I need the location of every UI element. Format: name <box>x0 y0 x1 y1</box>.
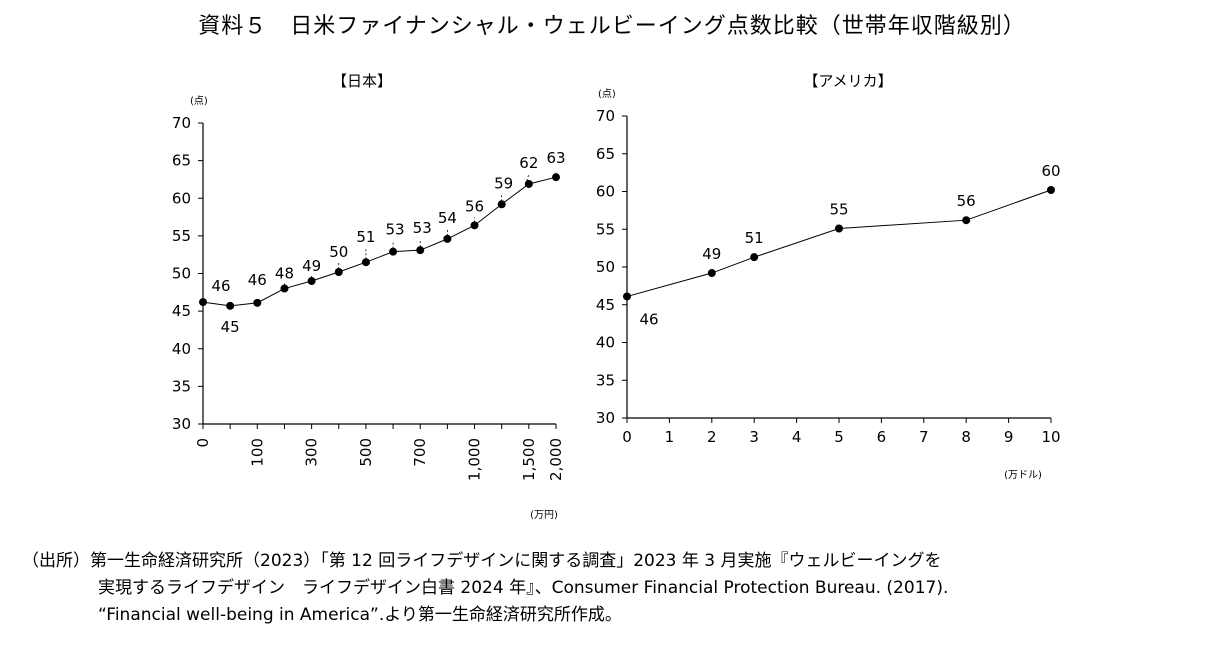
us-x-tick-label: 9 <box>1004 428 1014 446</box>
japan-y-tick-label: 65 <box>172 152 191 170</box>
japan-data-label: 46 <box>248 271 267 289</box>
japan-x-tick-label: 0 <box>194 438 212 448</box>
japan-data-label: 49 <box>302 257 321 275</box>
japan-data-label: 51 <box>356 228 375 246</box>
japan-data-label: 62 <box>519 154 538 172</box>
japan-data-point <box>334 267 343 276</box>
japan-data-point <box>199 298 207 307</box>
us-x-unit: (万ドル) <box>1004 470 1042 481</box>
us-y-tick-label: 30 <box>596 409 615 427</box>
us-data-label: 56 <box>957 192 976 210</box>
japan-y-unit: (点) <box>190 95 208 107</box>
us-data-point <box>1047 185 1055 194</box>
japan-data-label: 54 <box>438 209 457 227</box>
japan-y-tick-label: 60 <box>172 189 191 207</box>
japan-data-point <box>307 277 316 286</box>
us-y-tick-label: 50 <box>596 258 615 276</box>
japan-y-tick-label: 55 <box>172 227 191 245</box>
source-note: （出所）第一生命経済研究所（2023）「第 12 回ライフデザインに関する調査」… <box>22 548 1217 629</box>
us-y-tick-label: 45 <box>596 296 615 314</box>
us-x-tick-label: 4 <box>792 428 802 446</box>
japan-data-label: 50 <box>329 243 348 261</box>
us-series-line <box>626 189 1052 297</box>
us-y-unit: (点) <box>598 88 616 100</box>
japan-x-tick-label: 2,000 <box>547 438 565 481</box>
japan-x-tick-label: 500 <box>357 438 375 467</box>
japan-y-tick-label: 35 <box>172 377 191 395</box>
japan-data-point <box>361 258 370 267</box>
japan-y-tick-label: 40 <box>172 340 191 358</box>
japan-data-label: 45 <box>221 318 240 336</box>
japan-data-label: 59 <box>494 174 513 192</box>
japan-x-unit: (万円) <box>530 510 558 521</box>
us-data-label: 46 <box>639 310 658 328</box>
japan-x-tick-label: 1,500 <box>520 438 538 481</box>
japan-data-label: 48 <box>275 265 294 283</box>
japan-data-point <box>497 200 506 209</box>
us-x-tick-label: 6 <box>877 428 887 446</box>
page-title: 資料５ 日米ファイナンシャル・ウェルビーイング点数比較（世帯年収階級別） <box>198 14 1026 39</box>
us-data-point <box>750 253 759 262</box>
us-data-label: 60 <box>1041 162 1060 180</box>
japan-data-point <box>226 301 235 310</box>
japan-data-point <box>389 247 398 256</box>
japan-data-label: 56 <box>465 197 484 215</box>
us-x-tick-label: 7 <box>919 428 929 446</box>
us-data-point <box>707 269 716 278</box>
japan-data-label: 53 <box>413 219 432 237</box>
source-line-1: （出所）第一生命経済研究所（2023）「第 12 回ライフデザインに関する調査」… <box>22 551 942 571</box>
us-y-tick-label: 55 <box>596 220 615 238</box>
us-x-tick-label: 0 <box>622 428 632 446</box>
japan-x-tick-label: 1,000 <box>466 438 484 481</box>
us-x-tick-label: 1 <box>665 428 675 446</box>
us-x-tick-label: 2 <box>707 428 717 446</box>
japan-series-line <box>202 176 557 307</box>
us-x-tick-label: 10 <box>1041 428 1060 446</box>
source-line-3: “Financial well-being in America”.より第一生命… <box>98 605 622 625</box>
japan-data-point <box>552 173 560 182</box>
japan-y-tick-label: 50 <box>172 265 191 283</box>
japan-y-tick-label: 45 <box>172 302 191 320</box>
us-y-tick-label: 40 <box>596 334 615 352</box>
japan-y-tick-label: 30 <box>172 415 191 433</box>
japan-data-label: 46 <box>211 277 230 295</box>
japan-x-tick-label: 100 <box>248 438 266 467</box>
us-x-tick-label: 8 <box>961 428 971 446</box>
us-data-point <box>623 292 631 301</box>
japan-data-point <box>470 221 479 230</box>
us-y-tick-label: 70 <box>596 107 615 125</box>
source-line-2: 実現するライフデザイン ライフデザイン白書 2024 年』、Consumer F… <box>98 578 949 598</box>
japan-data-point <box>443 234 452 243</box>
us-data-label: 51 <box>745 229 764 247</box>
japan-data-point <box>253 298 262 307</box>
japan-x-tick-label: 700 <box>411 438 429 467</box>
japan-chart-title: 【日本】 <box>332 72 392 90</box>
japan-data-point <box>524 179 533 188</box>
us-data-point <box>962 216 971 225</box>
us-x-tick-label: 5 <box>834 428 844 446</box>
us-data-point <box>835 224 843 233</box>
japan-data-label: 53 <box>386 221 405 239</box>
us-y-tick-label: 60 <box>596 183 615 201</box>
japan-y-tick-label: 70 <box>172 114 191 132</box>
us-data-label: 55 <box>829 200 848 218</box>
us-y-tick-label: 65 <box>596 145 615 163</box>
us-chart-title: 【アメリカ】 <box>803 72 892 90</box>
japan-x-tick-label: 300 <box>303 438 321 467</box>
japan-data-point <box>280 284 289 293</box>
us-data-label: 49 <box>702 245 721 263</box>
japan-data-label: 63 <box>546 149 565 167</box>
japan-data-point <box>416 246 425 255</box>
us-y-tick-label: 35 <box>596 371 615 389</box>
japan-label-leader <box>526 173 530 182</box>
us-x-tick-label: 3 <box>749 428 759 446</box>
